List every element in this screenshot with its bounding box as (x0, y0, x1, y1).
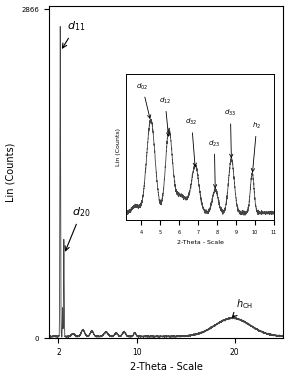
Text: $d_{11}$: $d_{11}$ (62, 19, 85, 48)
Y-axis label: Lin (Counts): Lin (Counts) (5, 142, 16, 201)
X-axis label: 2-Theta - Scale: 2-Theta - Scale (130, 363, 203, 372)
Text: $h_\mathrm{CH}$: $h_\mathrm{CH}$ (232, 297, 254, 317)
Text: $d_{20}$: $d_{20}$ (65, 205, 90, 251)
